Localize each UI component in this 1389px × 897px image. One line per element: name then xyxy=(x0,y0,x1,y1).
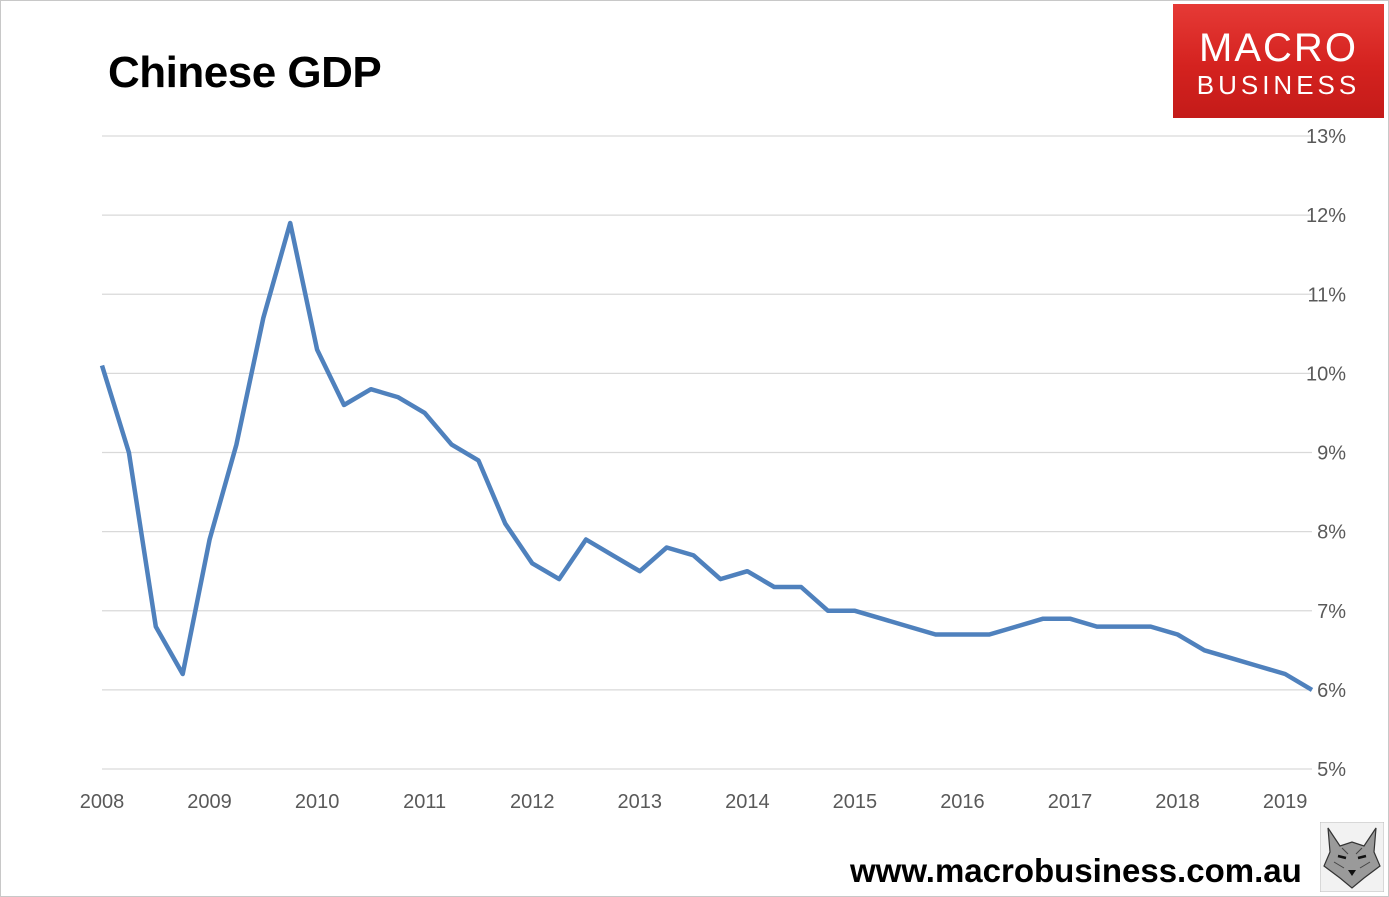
x-tick-label: 2019 xyxy=(1263,791,1308,813)
y-tick-label: 8% xyxy=(1317,522,1346,544)
x-tick-label: 2013 xyxy=(618,791,663,813)
x-tick-label: 2015 xyxy=(833,791,878,813)
x-tick-label: 2017 xyxy=(1048,791,1093,813)
logo-line-1: MACRO xyxy=(1199,26,1358,70)
x-tick-label: 2010 xyxy=(295,791,340,813)
y-tick-label: 9% xyxy=(1317,443,1346,465)
x-tick-label: 2009 xyxy=(187,791,232,813)
y-axis-tick-labels: 5% 6% 7% 8% 9% 10% 11% 12% 13% xyxy=(1306,126,1346,781)
x-tick-label: 2014 xyxy=(725,791,770,813)
series-group xyxy=(99,220,1314,692)
x-tick-label: 2011 xyxy=(403,791,446,813)
y-tick-label: 6% xyxy=(1317,680,1346,702)
wolf-icon xyxy=(1320,822,1384,892)
website-url[interactable]: www.macrobusiness.com.au xyxy=(850,852,1302,889)
x-tick-label: 2016 xyxy=(940,791,985,813)
macro-business-logo: MACRO BUSINESS xyxy=(1173,4,1384,118)
y-tick-label: 12% xyxy=(1306,205,1346,227)
y-tick-label: 11% xyxy=(1307,284,1346,306)
y-tick-label: 5% xyxy=(1317,759,1346,781)
x-tick-label: 2012 xyxy=(510,791,555,813)
x-tick-label: 2008 xyxy=(80,791,125,813)
logo-line-2: BUSINESS xyxy=(1196,70,1361,100)
chart-title: Chinese GDP xyxy=(108,48,382,97)
gridlines xyxy=(102,135,1312,770)
y-tick-label: 13% xyxy=(1306,126,1346,148)
x-tick-label: 2018 xyxy=(1155,791,1200,813)
y-tick-label: 7% xyxy=(1317,601,1346,623)
gdp-growth-line xyxy=(99,220,1314,692)
y-tick-label: 10% xyxy=(1306,363,1346,385)
x-axis-tick-labels: 2008 2009 2010 2011 2012 2013 2014 2015 2016 2017… xyxy=(80,791,1308,813)
